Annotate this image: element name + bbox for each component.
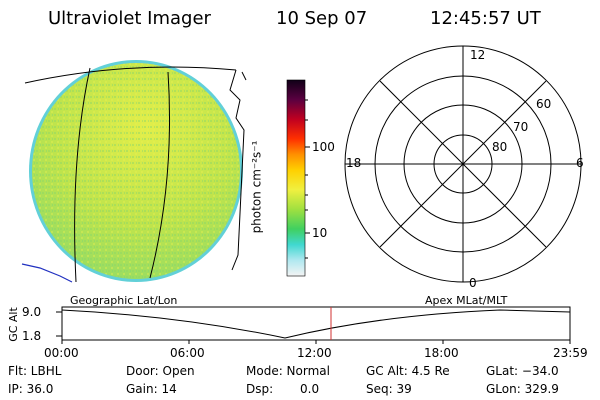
mlt-label-0: 0 xyxy=(469,276,477,290)
image-date: 10 Sep 07 xyxy=(276,8,368,29)
timeline-x-tick-0000: 00:00 xyxy=(44,346,79,360)
map-overlay xyxy=(24,66,247,283)
timeline-right-caption: Apex MLat/MLT xyxy=(425,294,508,307)
timeline-y-tick-9: 9.0 xyxy=(22,305,42,319)
mlt-label-12: 12 xyxy=(470,48,486,62)
status-gain: Gain: 14 xyxy=(126,382,177,396)
colorbar xyxy=(286,79,306,277)
timeline-frame xyxy=(61,306,571,341)
timeline-x-tick-2359: 23:59 xyxy=(553,346,588,360)
timeline-ticks xyxy=(56,311,571,344)
status-seq: Seq: 39 xyxy=(366,382,412,396)
timeline-x-tick-0600: 06:00 xyxy=(170,346,205,360)
timeline-left-caption: Geographic Lat/Lon xyxy=(70,294,178,307)
timeline-y-tick-1-8: 1.8 xyxy=(22,329,42,343)
altitude-curve xyxy=(61,309,571,339)
colorbar-ticks xyxy=(305,99,310,259)
colorbar-unit-label: photon cm⁻²s⁻¹ xyxy=(249,140,264,234)
coastline xyxy=(21,263,73,283)
status-glat: GLat: −34.0 xyxy=(486,364,559,378)
mlt-label-18: 18 xyxy=(346,156,362,170)
status-gc-alt: GC Alt: 4.5 Re xyxy=(366,364,450,378)
status-filter: Flt: LBHL xyxy=(8,364,62,378)
colorbar-tick-100: 100 xyxy=(312,140,335,154)
timeline-x-tick-1800: 18:00 xyxy=(424,346,459,360)
status-dsp-value: 0.0 xyxy=(300,382,320,396)
status-door: Door: Open xyxy=(126,364,195,378)
colorbar-tick-10: 10 xyxy=(312,226,328,240)
status-dsp-label: Dsp: xyxy=(246,382,274,396)
mlt-label-6: 6 xyxy=(576,156,584,170)
lat-label-70: 70 xyxy=(513,120,529,134)
lat-label-60: 60 xyxy=(536,97,552,111)
lat-label-80: 80 xyxy=(492,140,508,154)
status-ip: IP: 36.0 xyxy=(8,382,54,396)
status-mode: Mode: Normal xyxy=(246,364,330,378)
image-time: 12:45:57 UT xyxy=(430,8,541,29)
status-glon: GLon: 329.9 xyxy=(486,382,559,396)
timeline-x-tick-1200: 12:00 xyxy=(297,346,332,360)
polar-grid xyxy=(344,45,582,283)
timeline-y-label: GC Alt xyxy=(6,307,20,342)
instrument-title: Ultraviolet Imager xyxy=(48,8,211,29)
earth-disk-image xyxy=(29,60,243,282)
